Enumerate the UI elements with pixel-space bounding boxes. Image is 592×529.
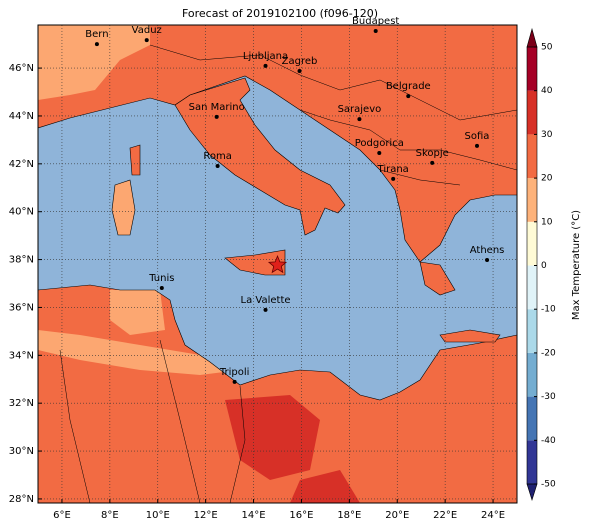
alps-cool [38,25,150,100]
city-dot [263,63,268,68]
colorbar-tick-label: 10 [541,217,553,227]
y-tick-label: 46°N [9,63,34,74]
colorbar-segment [527,134,537,179]
city-label: Zagreb [282,56,318,67]
city-dot [159,286,164,291]
colorbar-segment [527,309,537,353]
city-label: Podgorica [355,138,404,149]
x-tick-label: 18°E [337,510,361,521]
borders [59,44,517,503]
city-label: San Marino [189,102,245,113]
y-tick-label: 40°N [9,207,34,218]
colorbar-segment [527,265,537,310]
y-tick-label: 30°N [9,446,34,457]
city-dot [406,94,411,99]
city-dot [377,151,382,156]
city-dot [357,117,362,122]
y-tick-label: 34°N [9,350,34,361]
city-dot [215,163,220,168]
colorbar-tick-label: 30 [541,130,553,140]
libya-hot-2 [290,470,360,503]
peloponnese [419,261,456,296]
colorbar-segment [527,440,537,484]
x-tick-label: 12°E [194,510,218,521]
colorbar-tick-label: -30 [541,392,556,402]
colorbar-tick-label: 20 [541,174,553,184]
y-tick-label: 32°N [9,398,34,409]
x-tick-label: 8°E [101,510,119,521]
x-tick-label: 14°E [242,510,266,521]
city-dot [373,28,378,33]
y-tick-label: 28°N [9,494,34,505]
city-label: Tunis [148,273,174,284]
y-tick-label: 36°N [9,302,34,313]
title: Forecast of 2019102100 (f096-120) [182,7,378,20]
x-tick-label: 16°E [289,510,313,521]
x-tick-label: 10°E [146,510,170,521]
city-dot [94,42,99,47]
city-dot [430,160,435,165]
sardinia [111,179,136,236]
plot-frame [37,24,518,504]
city-label: Sofia [465,131,490,142]
city-label: Athens [470,245,505,256]
city-label: Skopje [416,148,449,159]
colorbar-tick-label: -50 [541,480,556,490]
crete [439,329,501,343]
colorbar-tick-label: 40 [541,86,553,96]
city-label: Roma [203,151,232,162]
x-tick-label: 20°E [385,510,409,521]
tunisia-cool [110,290,165,335]
colorbar-over [526,27,538,48]
city-label: Tripoli [219,367,250,378]
colorbar-segment [527,352,537,397]
city-dot [214,114,219,119]
marker-star [267,255,288,274]
corsica [129,144,141,176]
city-label: Bern [85,29,108,40]
city-label: Budapest [352,16,399,27]
y-tick-label: 42°N [9,159,34,170]
x-tick-label: 24°E [481,510,505,521]
city-dot [391,176,396,181]
city-dot [263,307,268,312]
colorbar-tick-label: 0 [541,261,547,271]
colorbar-tick-label: -20 [541,348,556,358]
city-dot [475,143,480,148]
city-dot [144,38,149,43]
y-tick-label: 44°N [9,111,34,122]
city-label: La Valette [241,295,291,306]
city-label: Vaduz [132,25,162,36]
colorbar-tick-label: 50 [541,43,553,53]
colorbar-tick-label: -40 [541,436,556,446]
y-tick-label: 38°N [9,255,34,266]
city-label: Ljubljana [243,51,288,62]
colorbar-tick-label: -10 [541,305,556,315]
colorbar-segment [527,396,537,441]
colorbar-segment [527,178,537,222]
colorbar-label: Max Temperature (°C) [571,210,582,320]
sicily [224,249,286,276]
colorbar-segment [527,90,537,135]
city-label: Sarajevo [338,104,382,115]
city-dot [485,258,490,263]
colorbar-segment [527,47,537,91]
colorbar-segment [527,221,537,266]
city-label: Tirana [377,164,409,175]
colorbar: -50 -40 -30 -20 -10 0 10 20 30 40 50 [526,27,556,502]
grid [38,25,517,503]
city-dot [232,379,237,384]
city-label: Belgrade [386,81,431,92]
coast-cool [38,330,240,375]
x-tick-label: 22°E [433,510,457,521]
city-dot [297,68,302,73]
libya-hot [225,395,320,480]
colorbar-under [526,483,538,502]
x-tick-label: 6°E [53,510,71,521]
